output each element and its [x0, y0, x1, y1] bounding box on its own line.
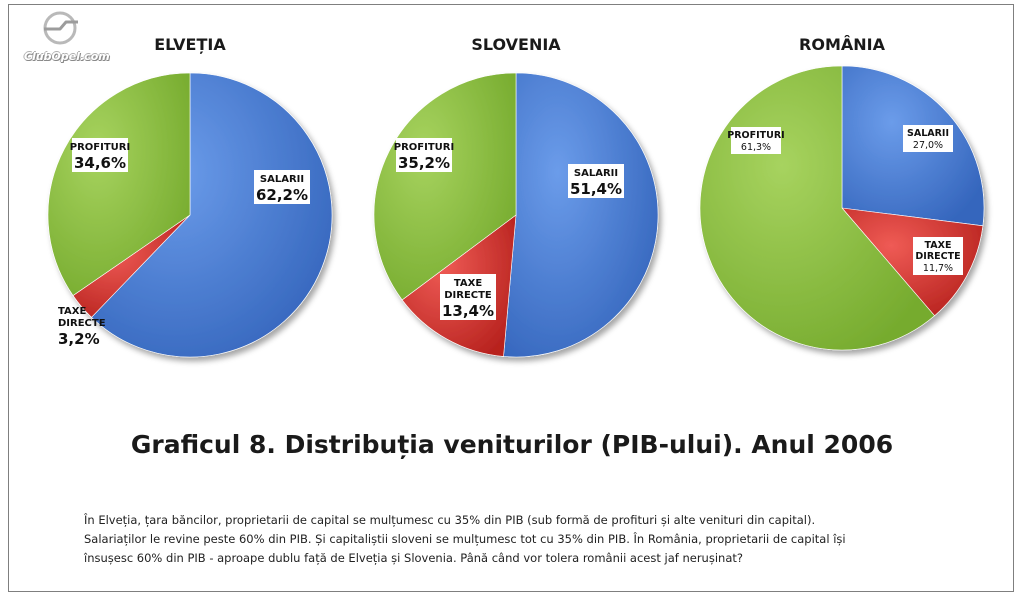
- watermark-logo: ClubOpel.com: [8, 6, 118, 63]
- pie-label-name: DIRECTE: [915, 251, 960, 262]
- description-line-1: În Elveția, țara băncilor, proprietarii …: [84, 513, 816, 527]
- pie-label-value: 51,4%: [570, 180, 622, 198]
- pie-label-name: DIRECTE: [58, 318, 106, 329]
- pie-label-box: [568, 164, 624, 198]
- description-line-3: însușesc 60% din PIB - aproape dublu faț…: [84, 551, 743, 565]
- pie-title-0: ELVEȚIA: [154, 35, 226, 54]
- pie-1: [373, 72, 659, 358]
- pie-label-name: SALARII: [907, 128, 949, 139]
- pie-label-name: TAXE: [58, 306, 86, 317]
- pie-label-value: 27,0%: [913, 140, 943, 151]
- pie-0: [47, 72, 333, 358]
- pie-slice-profituri: [373, 72, 517, 301]
- pie-slice-salarii: [91, 72, 333, 358]
- pie-title-1: SLOVENIA: [471, 35, 561, 54]
- description-paragraph: În Elveția, țara băncilor, proprietarii …: [84, 511, 964, 568]
- pie-charts: ELVEȚIASALARII62,2%TAXEDIRECTE3,2%PROFIT…: [47, 35, 985, 358]
- pie-label-value: 62,2%: [256, 186, 308, 204]
- description-line-2: Salariaților le revine peste 60% din PIB…: [84, 532, 846, 546]
- pie-label-box: [440, 274, 496, 320]
- pie-slice-taxe: [841, 207, 984, 317]
- pie-label-box: [254, 170, 310, 204]
- pie-label-value: 11,7%: [923, 263, 953, 274]
- watermark-text: ClubOpel.com: [24, 50, 110, 63]
- pie-label-name: TAXE: [454, 278, 482, 289]
- pie-label-name: PROFITURI: [394, 142, 454, 153]
- opel-logo-icon: [43, 11, 78, 45]
- pie-label-box: [72, 138, 128, 172]
- pie-slice-salarii: [503, 72, 659, 358]
- pie-label-name: PROFITURI: [727, 130, 784, 141]
- pie-label-value: 3,2%: [58, 330, 100, 348]
- pie-label-box: [903, 125, 953, 152]
- pie-label-name: TAXE: [925, 240, 952, 251]
- pie-title-2: ROMÂNIA: [799, 35, 886, 54]
- pie-2: [699, 65, 985, 351]
- pie-label-name: DIRECTE: [444, 290, 492, 301]
- pie-label-name: SALARII: [260, 174, 304, 185]
- pie-label-box: [396, 138, 452, 172]
- pie-label-value: 13,4%: [442, 302, 494, 320]
- pie-slice-profituri: [47, 72, 191, 296]
- pie-label-value: 35,2%: [398, 154, 450, 172]
- pie-label-value: 34,6%: [74, 154, 126, 172]
- pie-label-name: PROFITURI: [70, 142, 130, 153]
- pie-label-box: [913, 237, 963, 275]
- chart-caption: Graficul 8. Distribuția veniturilor (PIB…: [130, 430, 894, 459]
- pie-label-box: [731, 127, 781, 154]
- pie-label-value: 61,3%: [741, 142, 771, 153]
- pie-label-name: SALARII: [574, 168, 618, 179]
